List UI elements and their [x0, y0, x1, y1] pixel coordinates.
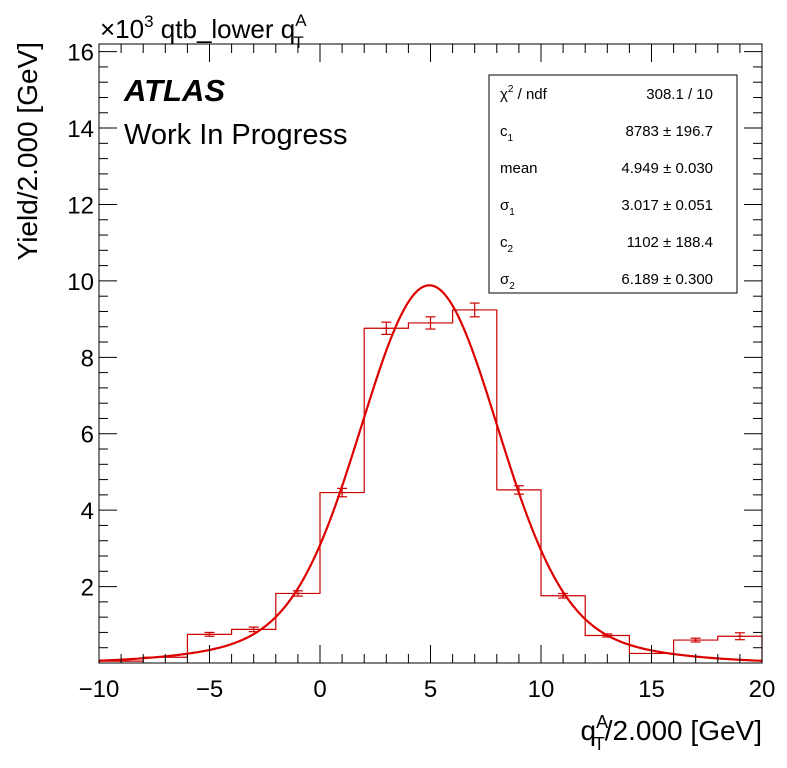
x-tick-label: −5	[196, 676, 223, 703]
stats-label-superscript: 2	[508, 84, 514, 95]
stats-label-symbol: c	[500, 234, 508, 251]
fit-curve	[98, 284, 763, 662]
y-tick-label: 4	[81, 498, 94, 525]
x-axis-label: qA T/2.000 [GeV]	[581, 712, 762, 754]
stats-label-subscript: 1	[508, 133, 514, 144]
stats-row-value: 6.189 ± 0.300	[621, 271, 713, 288]
error-bar	[425, 316, 436, 330]
stats-row-value: 1102 ± 188.4	[627, 234, 713, 251]
stats-row-label: c2	[500, 234, 514, 255]
chart-title: ×103 qtb_lower qA T	[100, 11, 307, 52]
stats-box-frame	[488, 74, 738, 294]
stats-row-value: 4.949 ± 0.030	[621, 160, 713, 177]
x-label-rest: /2.000 [GeV]	[605, 715, 762, 746]
x-tick-label: 10	[528, 676, 555, 703]
y-tick-label: 12	[67, 192, 94, 219]
x-tick-label: 20	[749, 676, 776, 703]
stats-row-label: c1	[500, 123, 514, 144]
error-bar	[469, 302, 480, 318]
stats-label-symbol: χ	[500, 86, 508, 103]
stats-label-symbol: σ	[500, 197, 510, 214]
x-tick-label: 0	[313, 676, 326, 703]
histogram-layer	[98, 302, 763, 663]
y-tick-label: 14	[67, 116, 94, 143]
plot-frame-layer	[98, 43, 763, 664]
stats-label-subscript: 2	[509, 281, 515, 292]
stats-row-label: χ2 / ndf	[500, 84, 548, 103]
stats-row-label: σ2	[500, 271, 515, 292]
error-bar	[204, 631, 215, 637]
stats-row-value: 3.017 ± 0.051	[621, 197, 713, 214]
title-text: qtb_lower q	[154, 14, 296, 44]
stats-label-subscript: 2	[508, 244, 514, 255]
title-superscript: A	[295, 11, 307, 30]
stats-label-symbol: σ	[500, 271, 510, 288]
y-tick-label: 16	[67, 40, 94, 67]
atlas-label: ATLAS	[123, 73, 225, 108]
stats-label-rest: / ndf	[513, 86, 547, 103]
x-tick-label: 5	[424, 676, 437, 703]
y-tick-label: 6	[81, 422, 94, 449]
y-tick-label: 2	[81, 575, 94, 602]
stats-label-symbol: c	[500, 123, 508, 140]
stats-row-value: 8783 ± 196.7	[626, 123, 713, 140]
x-label-superscript: A	[596, 712, 608, 732]
x-label-subscript: T	[594, 734, 605, 754]
histogram-outline	[98, 309, 763, 663]
stats-row-value: 308.1 / 10	[646, 86, 713, 103]
y-tick-label: 8	[81, 345, 94, 372]
title-multiplier: ×10	[100, 14, 144, 44]
fit-curve-layer	[98, 284, 763, 662]
x-label-main: q	[581, 715, 597, 746]
error-bar	[734, 632, 745, 641]
plot-frame	[98, 43, 763, 664]
atlas-sublabel: Work In Progress	[124, 119, 347, 151]
stats-row-label: σ1	[500, 197, 515, 218]
x-tick-label: 15	[638, 676, 665, 703]
error-bar	[381, 321, 392, 335]
error-bar	[690, 637, 701, 643]
x-tick-label: −10	[79, 676, 120, 703]
stats-label-symbol: mean	[500, 160, 538, 177]
title-subscript: T	[293, 33, 303, 52]
stats-row-label: mean	[500, 160, 538, 177]
stats-label-subscript: 1	[509, 207, 515, 218]
y-axis-label: Yield/2.000 [GeV]	[12, 42, 43, 260]
title-exponent: 3	[144, 12, 153, 31]
y-tick-label: 10	[67, 269, 94, 296]
